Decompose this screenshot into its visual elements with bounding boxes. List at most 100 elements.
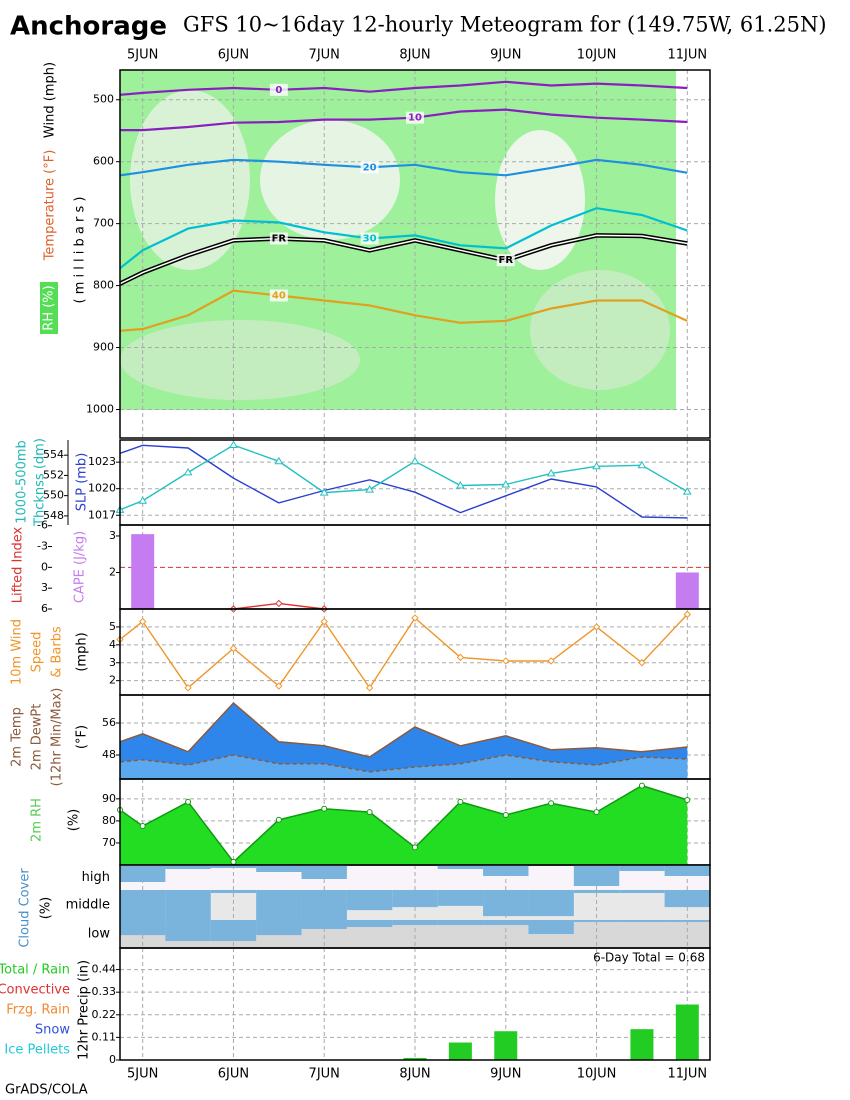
y-tick-label: 70 [102,836,116,849]
series-line [119,80,688,96]
x-tick-label: 11JUN [667,1067,707,1082]
cloud-bar [120,920,166,936]
cloud-bar [619,890,665,893]
point [183,467,193,476]
y-tick-label: 0 [41,560,48,573]
x-tick-label: 7JUN [309,48,340,63]
legend-entry: Snow [35,1023,70,1038]
rh-patch [130,90,250,270]
cloud-bar [392,890,438,908]
x-tick-label: 8JUN [399,48,430,63]
series-line [119,207,688,270]
y-tick-label: 3 [109,656,116,669]
cloud-bar [256,890,302,920]
point [365,485,374,493]
point [456,653,465,662]
y-tick-label: 1020 [88,482,116,495]
cloud-bar [573,865,620,886]
x-tick-label: 10JUN [577,48,617,63]
cloud-bar [483,920,529,926]
x-tick-label: 6JUN [218,1067,249,1082]
contour-label: 10 [408,113,422,124]
contour-label: FR [272,234,287,245]
contour-label: 20 [363,162,377,173]
legend-entry: Frzg. Rain [6,1003,70,1018]
point [229,644,238,653]
point [592,623,601,631]
credit: GrADS/COLA [5,1083,88,1098]
cloud-bar [210,920,257,941]
title: Anchorage [10,12,167,42]
rh-patch [530,270,670,390]
cloud-bar [165,865,211,869]
point [548,800,555,807]
y-tick-label: -3 [37,540,48,553]
point [547,657,555,665]
contour-label-bg [360,232,379,245]
point [638,782,645,789]
point [229,440,238,449]
panel-label: 1000-500mb [15,440,30,524]
rh-key [40,282,58,334]
y-tick-label: 90 [102,792,116,805]
point [366,809,373,816]
contour-label: FR [499,255,514,266]
point [410,456,420,465]
x-tick-label: 8JUN [399,1067,430,1082]
cloud-bar [573,890,620,893]
panel-label: (%) [67,809,82,832]
y-tick-label: 48 [102,748,116,761]
point [139,822,146,829]
y-tick-label: 554 [43,448,64,461]
cloud-bar [528,920,574,934]
cloud-level-label: middle [66,898,110,913]
point [637,460,647,469]
y-tick-label: 56 [102,716,116,729]
panel-label: Speed [30,632,45,673]
point [457,798,464,805]
point [275,682,283,690]
point [411,614,419,622]
x-tick-label: 11JUN [667,48,707,63]
subtitle: GFS 10~16day 12-hourly Meteogram for (14… [183,13,827,37]
point [138,496,148,504]
cloud-bar [392,920,438,926]
y-tick-label: 2 [109,674,116,687]
y-tick-label: 0 [109,1053,116,1066]
series-line [119,754,688,773]
cloud-bar [301,890,347,920]
contour-label: 0 [275,85,282,96]
contour-label: 30 [363,234,377,245]
panel-label: (mph) [75,632,90,671]
y-tick-label: 5 [109,620,116,633]
y-tick-label: 900 [93,341,114,354]
cloud-bar [301,920,347,929]
point [321,805,328,812]
y-tick-label: 552 [43,468,64,481]
x-tick-label: 9JUN [490,48,521,63]
cloud-bar [619,920,665,922]
isotherm-core [119,234,688,285]
panel-label: 2m Temp [10,707,25,767]
panel-label: SLP (mb) [75,453,90,512]
bar [494,1031,518,1060]
panel-label: Lifted Index [11,526,26,603]
y-tick-label: 0.22 [92,1008,117,1021]
series-line [119,444,688,511]
contour-label-bg [269,83,288,96]
y-tick-label: 6 [41,602,48,615]
cloud-bar [210,890,257,893]
series-line [119,613,688,690]
contour-label-bg [269,289,288,302]
y-tick-label: 700 [93,217,114,230]
cloud-bar [256,865,302,872]
y-tick-label: 800 [93,279,114,292]
contour-label-bg [496,254,515,267]
rh-patch [120,320,360,400]
point [365,684,374,692]
x-tick-label: 5JUN [127,1067,158,1082]
point [502,657,510,665]
point [683,610,692,619]
y-tick-label: 548 [43,509,64,522]
